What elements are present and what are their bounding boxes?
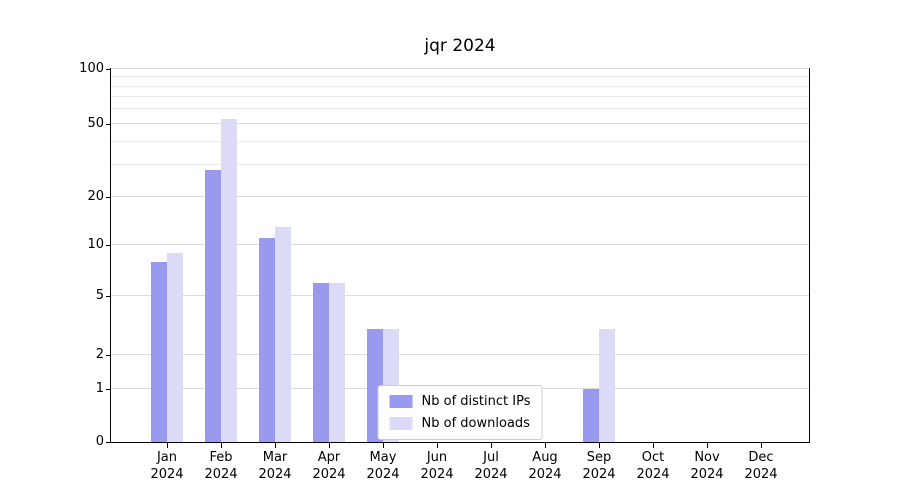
gridline-minor-70 bbox=[111, 96, 809, 98]
legend-item-downloads: Nb of downloads bbox=[389, 416, 531, 431]
legend-label-distinct-ips: Nb of distinct IPs bbox=[421, 394, 531, 409]
legend-label-downloads: Nb of downloads bbox=[421, 416, 530, 431]
gridline-minor-30 bbox=[111, 163, 809, 165]
x-tick-label-aug-2024: Aug 2024 bbox=[528, 450, 562, 482]
gridline-minor-40 bbox=[111, 140, 809, 142]
y-tick-label-0: 0 bbox=[95, 434, 104, 449]
bar-nb-of-downloads-jan-2024 bbox=[167, 253, 183, 442]
y-tick-mark-100 bbox=[106, 69, 111, 70]
legend-swatch-distinct-ips bbox=[389, 395, 413, 408]
x-tick-mark-jun-2024 bbox=[437, 443, 438, 448]
gridline-minor-90 bbox=[111, 76, 809, 78]
y-tick-mark-50 bbox=[106, 124, 111, 125]
legend-swatch-downloads bbox=[389, 417, 413, 430]
x-tick-label-dec-2024: Dec 2024 bbox=[744, 450, 778, 482]
x-tick-mark-oct-2024 bbox=[653, 443, 654, 448]
bar-nb-of-downloads-sep-2024 bbox=[599, 329, 615, 442]
y-tick-mark-10 bbox=[106, 245, 111, 246]
x-tick-mark-jan-2024 bbox=[167, 443, 168, 448]
gridline-5 bbox=[111, 295, 809, 297]
bar-nb-of-distinct-ips-apr-2024 bbox=[313, 283, 329, 442]
gridline-minor-80 bbox=[111, 85, 809, 87]
bar-nb-of-downloads-feb-2024 bbox=[221, 119, 237, 442]
x-tick-mark-nov-2024 bbox=[707, 443, 708, 448]
bar-nb-of-distinct-ips-jan-2024 bbox=[151, 262, 167, 442]
y-tick-label-2: 2 bbox=[95, 347, 104, 362]
x-tick-mark-aug-2024 bbox=[545, 443, 546, 448]
y-tick-mark-0 bbox=[106, 442, 111, 443]
chart-title: jqr 2024 bbox=[424, 36, 496, 56]
gridline-100 bbox=[111, 68, 809, 69]
x-tick-label-sep-2024: Sep 2024 bbox=[582, 450, 616, 482]
x-tick-mark-jul-2024 bbox=[491, 443, 492, 448]
legend: Nb of distinct IPs Nb of downloads bbox=[377, 385, 543, 440]
y-tick-mark-2 bbox=[106, 355, 111, 356]
y-tick-label-1: 1 bbox=[95, 381, 104, 396]
x-tick-mark-sep-2024 bbox=[599, 443, 600, 448]
y-tick-mark-5 bbox=[106, 296, 111, 297]
y-tick-mark-1 bbox=[106, 389, 111, 390]
y-tick-label-50: 50 bbox=[87, 116, 104, 131]
plot-area: Nb of distinct IPs Nb of downloads bbox=[110, 68, 810, 443]
x-tick-label-jun-2024: Jun 2024 bbox=[420, 450, 454, 482]
gridline-minor-60 bbox=[111, 108, 809, 110]
x-tick-mark-may-2024 bbox=[383, 443, 384, 448]
x-tick-mark-feb-2024 bbox=[221, 443, 222, 448]
x-tick-label-oct-2024: Oct 2024 bbox=[636, 450, 670, 482]
gridline-10 bbox=[111, 244, 809, 246]
x-tick-label-nov-2024: Nov 2024 bbox=[690, 450, 724, 482]
bar-nb-of-downloads-apr-2024 bbox=[329, 283, 345, 442]
y-tick-label-5: 5 bbox=[95, 288, 104, 303]
y-tick-mark-20 bbox=[106, 197, 111, 198]
x-tick-label-jul-2024: Jul 2024 bbox=[474, 450, 508, 482]
x-tick-label-apr-2024: Apr 2024 bbox=[312, 450, 346, 482]
legend-item-distinct-ips: Nb of distinct IPs bbox=[389, 394, 531, 409]
gridline-20 bbox=[111, 195, 809, 197]
bar-nb-of-distinct-ips-sep-2024 bbox=[583, 389, 599, 442]
y-tick-label-20: 20 bbox=[87, 189, 104, 204]
x-tick-label-may-2024: May 2024 bbox=[366, 450, 400, 482]
x-tick-mark-dec-2024 bbox=[761, 443, 762, 448]
y-tick-label-10: 10 bbox=[87, 237, 104, 252]
x-tick-label-feb-2024: Feb 2024 bbox=[204, 450, 238, 482]
x-tick-label-mar-2024: Mar 2024 bbox=[258, 450, 292, 482]
y-tick-label-100: 100 bbox=[79, 61, 104, 76]
bar-nb-of-distinct-ips-mar-2024 bbox=[259, 238, 275, 442]
x-tick-label-jan-2024: Jan 2024 bbox=[150, 450, 184, 482]
x-tick-mark-apr-2024 bbox=[329, 443, 330, 448]
bar-nb-of-downloads-mar-2024 bbox=[275, 227, 291, 442]
bar-nb-of-distinct-ips-feb-2024 bbox=[205, 170, 221, 442]
gridline-50 bbox=[111, 122, 809, 124]
gridline-2 bbox=[111, 354, 809, 356]
x-tick-mark-mar-2024 bbox=[275, 443, 276, 448]
